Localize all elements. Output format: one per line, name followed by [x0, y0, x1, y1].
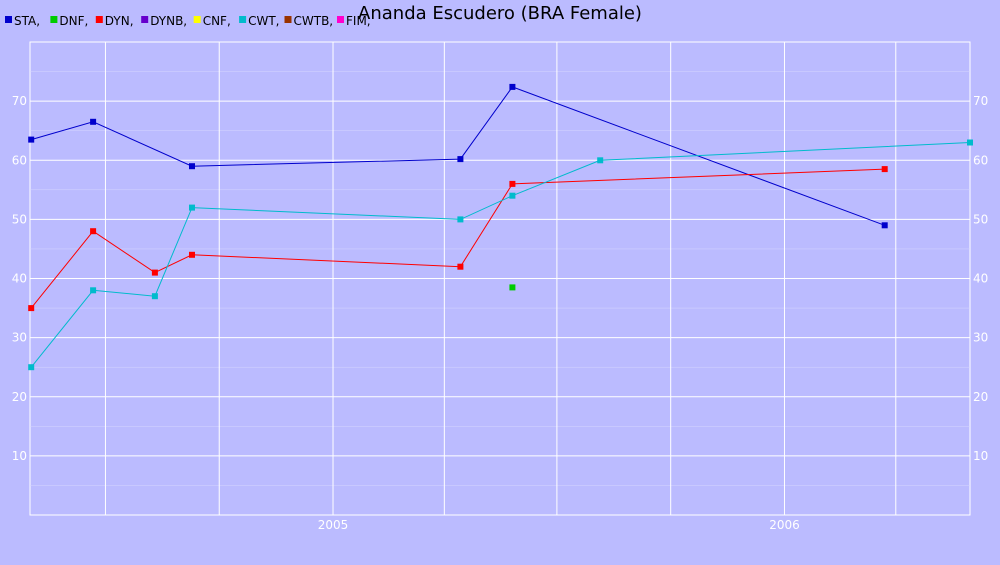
x-tick-label-2005: 2005: [318, 518, 349, 532]
legend-swatch-cnf: [193, 16, 201, 23]
data-point-dyn: [90, 228, 97, 235]
legend-label-sta: STA,: [14, 14, 40, 28]
data-point-dnf: [509, 284, 516, 291]
y-tick-label-left-30: 30: [12, 331, 27, 345]
legend-label-dnf: DNF,: [59, 14, 88, 28]
data-point-dyn: [28, 305, 35, 312]
plot-area: 10 10 20 20 30 30 40 40 50 50 60 60 70 70 2005 2006: [12, 41, 989, 532]
y-tick-label-right-60: 60: [973, 153, 988, 167]
data-point-sta: [28, 136, 35, 143]
y-tick-label-right-50: 50: [973, 212, 988, 226]
legend-swatch-cwtb: [284, 16, 292, 23]
data-point-sta: [509, 83, 516, 90]
axes: 10 10 20 20 30 30 40 40 50 50 60 60 70 70 2005 2006: [12, 94, 989, 532]
y-tick-label-right-30: 30: [973, 331, 988, 345]
data-point-cwt: [597, 157, 604, 164]
y-tick-label-right-10: 10: [973, 449, 988, 463]
y-tick-label-left-60: 60: [12, 153, 27, 167]
data-point-cwt: [967, 139, 973, 146]
y-tick-label-right-20: 20: [973, 390, 988, 404]
legend-label-cwtb: CWTB,: [294, 14, 334, 28]
data-point-sta: [90, 118, 97, 125]
data-point-sta: [457, 156, 464, 163]
series-line-sta: [31, 86, 885, 226]
legend-swatch-dynb: [141, 16, 149, 23]
y-tick-label-left-70: 70: [12, 94, 27, 108]
legend-label-fim: FIM,: [346, 14, 371, 28]
data-point-sta: [189, 163, 195, 170]
data-point-cwt: [509, 192, 516, 199]
legend-label-cnf: CNF,: [203, 14, 231, 28]
data-point-dyn: [189, 251, 195, 258]
legend: STA, DNF, DYN, DYNB, CNF, CWT, CWTB, FIM,: [5, 14, 371, 28]
data-point-cwt: [151, 293, 158, 300]
y-tick-label-left-40: 40: [12, 272, 27, 286]
data-point-dyn: [881, 166, 888, 173]
y-tick-label-right-70: 70: [973, 94, 988, 108]
legend-swatch-dnf: [50, 16, 58, 23]
y-tick-label-right-40: 40: [973, 272, 988, 286]
series-line-cwt: [30, 142, 971, 368]
x-tick-label-2006: 2006: [769, 518, 800, 532]
data-point-sta: [881, 222, 888, 229]
data-point-cwt: [28, 364, 35, 371]
data-point-dyn: [509, 180, 516, 187]
legend-label-cwt: CWT,: [248, 14, 279, 28]
data-point-cwt: [189, 204, 195, 211]
y-tick-label-left-10: 10: [12, 449, 27, 463]
y-tick-label-left-50: 50: [12, 212, 27, 226]
legend-label-dyn: DYN,: [105, 14, 134, 28]
grid-lines: [30, 42, 970, 515]
legend-swatch-fim: [337, 16, 344, 23]
data-point-cwt: [90, 287, 97, 294]
data-point-cwt: [457, 216, 464, 223]
data-point-dyn: [457, 263, 464, 270]
y-tick-label-left-20: 20: [12, 390, 27, 404]
legend-swatch-dyn: [95, 16, 103, 23]
legend-label-dynb: DYNB,: [150, 14, 187, 28]
chart-title: Ananda Escudero (BRA Female): [358, 3, 642, 24]
data-point-dyn: [151, 269, 158, 276]
legend-swatch-cwt: [239, 16, 247, 23]
legend-swatch-sta: [5, 16, 12, 23]
series-layer: [28, 83, 973, 371]
